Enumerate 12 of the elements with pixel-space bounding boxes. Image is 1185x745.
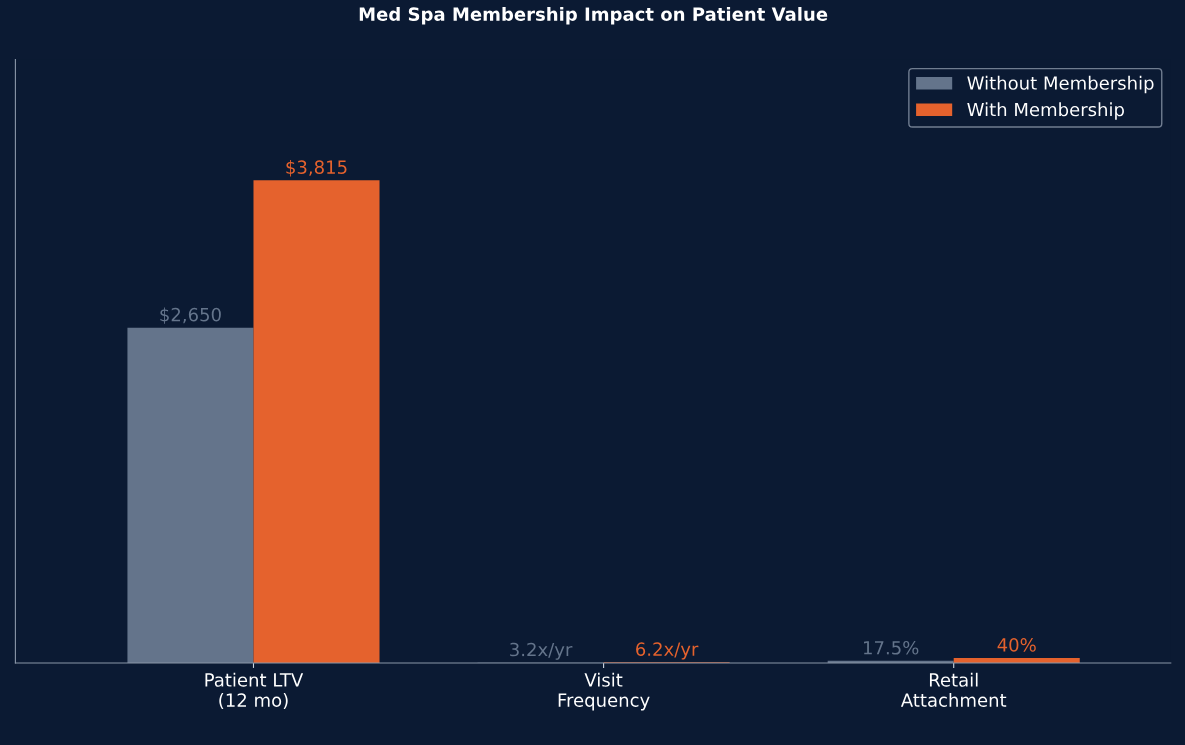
chart-title: Med Spa Membership Impact on Patient Value xyxy=(359,6,828,25)
x-tick-label: Retail Attachment xyxy=(900,672,1007,707)
data-label: $2,650 xyxy=(160,307,221,324)
x-tick-label: Patient LTV (12 mo) xyxy=(205,672,304,710)
data-label: 3.2x/yr xyxy=(510,642,573,660)
legend-label: Without Membership xyxy=(967,75,1154,94)
data-label: 17.5% xyxy=(863,640,919,655)
legend-label: With Membership xyxy=(967,102,1124,120)
data-label: 6.2x/yr xyxy=(636,642,699,660)
data-label: 40% xyxy=(997,638,1036,652)
x-tick-label: Visit Frequency xyxy=(558,672,650,711)
data-label: $3,815 xyxy=(286,160,347,177)
